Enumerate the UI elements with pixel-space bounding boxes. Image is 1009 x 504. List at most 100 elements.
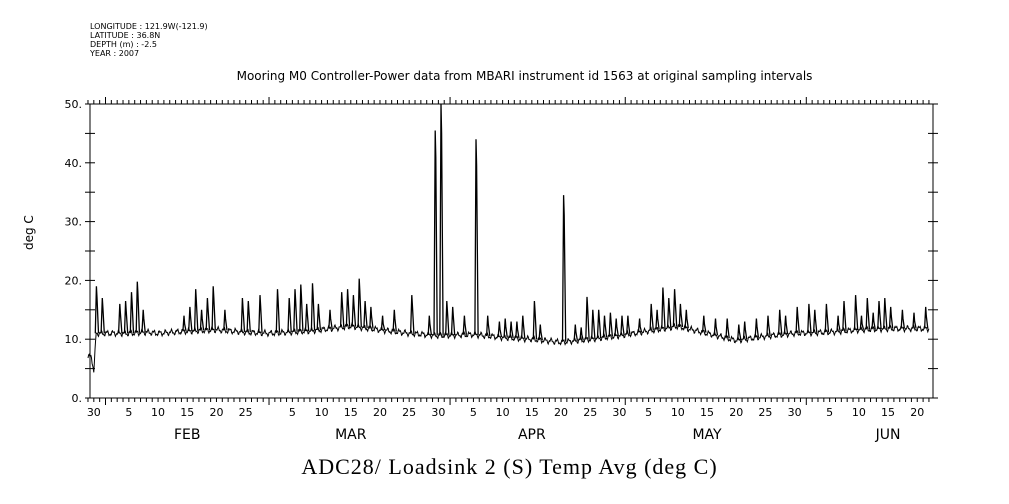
x-tick-label: 10 xyxy=(496,406,510,419)
data-spike xyxy=(923,306,929,329)
data-spike xyxy=(649,303,654,331)
data-spike xyxy=(859,315,865,330)
x-tick-label: 15 xyxy=(881,406,895,419)
data-spike xyxy=(129,292,135,334)
x-tick-label: 20 xyxy=(910,406,924,419)
data-spike xyxy=(392,309,397,332)
y-tick-label: 50. xyxy=(65,98,83,111)
data-spike xyxy=(199,309,205,331)
data-spike xyxy=(766,315,771,337)
x-tick-label: 20 xyxy=(209,406,223,419)
y-tick-label: 10. xyxy=(65,333,83,346)
month-label: MAY xyxy=(692,427,722,443)
x-tick-label: 15 xyxy=(525,406,539,419)
data-spike xyxy=(474,139,479,335)
data-spike xyxy=(666,297,672,328)
data-spike xyxy=(713,318,719,336)
data-spike xyxy=(883,297,888,329)
data-spike xyxy=(754,318,760,338)
data-spike xyxy=(339,292,345,328)
data-spike xyxy=(223,309,228,331)
x-tick-label: 5 xyxy=(470,406,477,419)
data-spike xyxy=(626,315,631,335)
data-spike xyxy=(182,315,187,332)
x-tick-label: 15 xyxy=(180,406,194,419)
data-spike xyxy=(287,297,292,333)
data-spike xyxy=(602,315,608,338)
x-tick-label: 20 xyxy=(554,406,568,419)
data-spike xyxy=(503,318,508,338)
data-spike xyxy=(439,103,444,336)
y-tick-label: 20. xyxy=(65,274,83,287)
data-spike xyxy=(369,306,374,329)
x-tick-label: 10 xyxy=(151,406,165,419)
data-spike xyxy=(515,321,520,339)
x-tick-label: 30 xyxy=(87,406,101,419)
month-label: APR xyxy=(518,427,546,443)
data-spike xyxy=(141,309,146,333)
data-spike xyxy=(579,327,584,341)
latitude-label: LATITUDE : 36.8N xyxy=(90,31,161,40)
data-spike xyxy=(299,284,304,332)
data-spike xyxy=(316,303,322,331)
data-spike xyxy=(450,306,456,336)
x-tick-label: 20 xyxy=(373,406,387,419)
data-spike xyxy=(485,315,491,337)
x-tick-label: 5 xyxy=(289,406,296,419)
year-label: YEAR : 2007 xyxy=(90,49,140,58)
data-spike xyxy=(497,321,503,338)
data-spike xyxy=(520,315,526,339)
data-spike xyxy=(795,306,800,334)
data-spike xyxy=(205,297,211,331)
data-spike xyxy=(310,283,316,331)
data-spike xyxy=(591,309,596,339)
data-spike xyxy=(100,297,105,334)
data-spike xyxy=(900,309,906,329)
data-spike xyxy=(123,300,129,334)
data-spike xyxy=(737,324,742,341)
data-spike xyxy=(655,309,660,330)
data-spike xyxy=(888,306,894,329)
longitude-label: LONGITUDE : 121.9W(-121.9) xyxy=(90,22,208,31)
x-tick-label: 25 xyxy=(583,406,597,419)
data-spike xyxy=(462,315,468,335)
data-spike xyxy=(345,289,351,327)
data-spike xyxy=(853,295,859,331)
data-spike xyxy=(427,315,433,336)
month-label: FEB xyxy=(174,427,201,443)
data-spike xyxy=(871,312,876,330)
data-spike xyxy=(596,309,602,339)
data-spike xyxy=(807,303,812,333)
data-spike xyxy=(812,309,818,333)
data-spike xyxy=(824,303,830,333)
data-spike xyxy=(304,303,310,332)
y-tick-label: 40. xyxy=(65,157,83,170)
data-spike xyxy=(351,295,357,327)
chart-title: Mooring M0 Controller-Power data from MB… xyxy=(236,69,813,83)
data-spike xyxy=(684,309,689,329)
data-spike xyxy=(328,309,333,329)
data-spike xyxy=(585,296,590,340)
x-tick-label: 30 xyxy=(788,406,802,419)
data-spike xyxy=(742,321,748,340)
x-tick-label: 30 xyxy=(612,406,626,419)
data-spike xyxy=(614,318,619,337)
data-spike xyxy=(538,324,543,341)
x-tick-label: 10 xyxy=(315,406,329,419)
data-spike xyxy=(445,300,450,336)
data-spike xyxy=(777,309,783,335)
x-tick-label: 10 xyxy=(852,406,866,419)
x-tick-label: 25 xyxy=(402,406,416,419)
data-spike xyxy=(783,315,789,335)
plot-frame xyxy=(89,103,934,399)
data-spike xyxy=(637,318,643,333)
data-spike xyxy=(135,281,141,333)
x-tick-label: 15 xyxy=(700,406,714,419)
data-spike xyxy=(409,295,415,334)
data-spike xyxy=(433,130,438,336)
x-tick-label: 5 xyxy=(645,406,652,419)
month-label: MAR xyxy=(335,427,367,443)
data-spike xyxy=(678,303,684,328)
data-spike xyxy=(211,286,216,330)
